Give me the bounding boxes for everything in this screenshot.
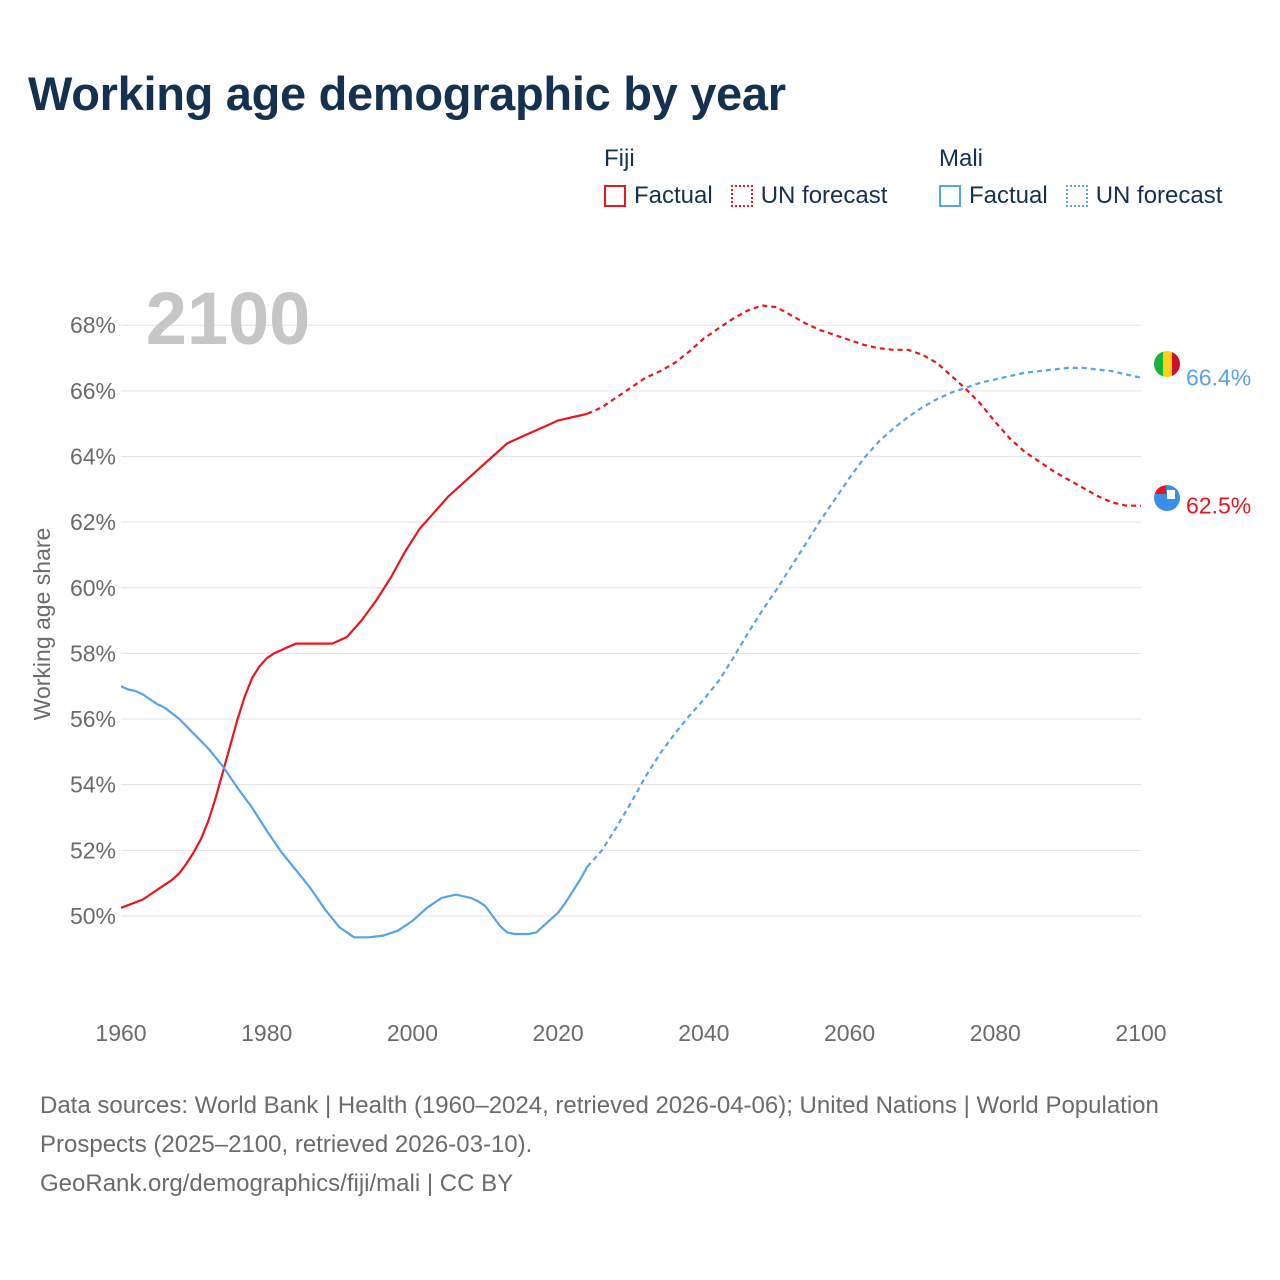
x-tick-label: 1960	[95, 1020, 146, 1046]
x-tick-label: 2080	[970, 1020, 1021, 1046]
legend-group-name: Mali	[939, 145, 984, 172]
legend-group-fiji: Fiji Factual UN forecast	[604, 142, 905, 216]
y-tick-label: 58%	[70, 640, 116, 666]
x-tick-label: 2100	[1115, 1020, 1166, 1046]
mali-flag-marker[interactable]	[1154, 351, 1181, 377]
series-lines	[120, 304, 1142, 939]
legend-label: UN forecast	[760, 182, 888, 209]
footer-sources: Data sources: World Bank | Health (1960–…	[40, 1092, 1159, 1158]
fiji-factual-line	[120, 412, 588, 909]
legend-fiji-factual[interactable]: Factual	[604, 182, 713, 210]
legend-label: Factual	[634, 182, 713, 209]
mali-end-label: 66.4%	[1186, 365, 1251, 391]
y-tick-label: 64%	[70, 444, 116, 470]
legend-group-name: Fiji	[604, 145, 635, 172]
year-watermark: 2100	[146, 277, 311, 360]
x-tick-label: 1980	[241, 1020, 292, 1046]
line-chart: 50% 52% 54% 56% 58% 60% 62% 64% 66% 68% 1960 1980 20…	[29, 277, 1251, 1046]
y-tick-label: 54%	[70, 772, 116, 798]
legend-label: Factual	[969, 182, 1048, 209]
legend-swatch-solid	[604, 185, 626, 207]
legend-fiji-forecast[interactable]: UN forecast	[730, 182, 888, 210]
mali-forecast-line	[586, 366, 1142, 868]
y-tick-label: 66%	[70, 378, 116, 404]
x-tick-label: 2020	[533, 1020, 584, 1046]
footer: Data sources: World Bank | Health (1960–…	[40, 1086, 1240, 1203]
y-tick-label: 56%	[70, 706, 116, 732]
x-tick-label: 2040	[678, 1020, 729, 1046]
y-tick-label: 50%	[70, 903, 116, 929]
legend-group-mali: Mali Factual UN forecast	[939, 142, 1222, 216]
x-tick-label: 2000	[387, 1020, 438, 1046]
legend-mali-forecast[interactable]: UN forecast	[1065, 182, 1223, 210]
y-axis-label: Working age share	[29, 528, 55, 721]
fiji-forecast-line	[586, 304, 1141, 507]
x-tick-label: 2060	[824, 1020, 875, 1046]
mali-factual-line	[120, 685, 589, 939]
y-tick-label: 60%	[70, 575, 116, 601]
end-labels: 62.5% 66.4%	[1186, 365, 1251, 519]
chart-title: Working age demographic by year	[28, 67, 786, 120]
legend-mali-factual[interactable]: Factual	[939, 182, 1048, 210]
legend-swatch-dotted	[1065, 185, 1088, 207]
footer-credit: GeoRank.org/demographics/fiji/mali | CC …	[40, 1170, 514, 1197]
y-tick-label: 68%	[70, 312, 116, 338]
gridlines	[121, 324, 1141, 917]
legend-label: UN forecast	[1095, 182, 1223, 209]
fiji-end-label: 62.5%	[1186, 493, 1251, 519]
axis-ticks: 50% 52% 54% 56% 58% 60% 62% 64% 66% 68% 1960 1980 20…	[70, 312, 1167, 1046]
legend-swatch-solid	[939, 185, 961, 207]
fiji-flag-marker[interactable]	[1154, 485, 1180, 511]
legend-swatch-dotted	[730, 185, 753, 207]
y-tick-label: 52%	[70, 837, 116, 863]
y-tick-label: 62%	[70, 509, 116, 535]
